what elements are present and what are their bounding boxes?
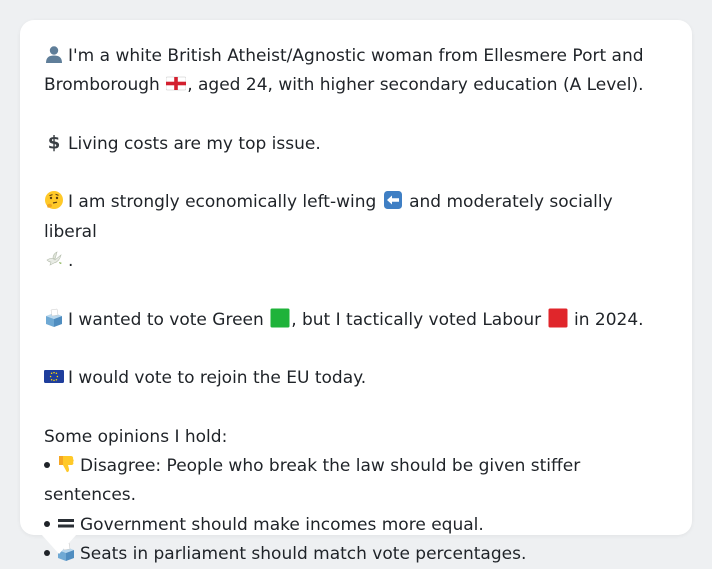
person-silhouette-icon xyxy=(46,46,62,63)
opinions-heading: Some opinions I hold: xyxy=(44,426,228,447)
opinion-text: Disagree: People who break the law shoul… xyxy=(44,456,581,506)
vote-paragraph: I wanted to vote Green , but I tacticall… xyxy=(44,306,668,335)
opinion-text: Seats in parliament should match vote pe… xyxy=(80,544,527,565)
ideology-text-a: I am strongly economically left-wing xyxy=(68,192,377,213)
opinion-text: Government should make incomes more equa… xyxy=(80,514,484,535)
red-square-icon xyxy=(548,308,568,328)
intro-text: I'm a white British Atheist/Agnostic wom… xyxy=(44,46,644,96)
dollar-sign-icon: $ xyxy=(48,132,61,152)
profile-card: I'm a white British Atheist/Agnostic wom… xyxy=(20,20,692,564)
opinion-item: Government should make incomes more equa… xyxy=(44,511,668,540)
eu-paragraph: I would vote to rejoin the EU today. xyxy=(44,364,668,393)
vote-text-c: in 2024. xyxy=(573,309,644,330)
vote-text-b: , but I tactically voted Labour xyxy=(291,309,542,330)
vote-text-a: I wanted to vote Green xyxy=(68,309,264,330)
eu-flag-icon xyxy=(44,370,64,384)
eu-text: I would vote to rejoin the EU today. xyxy=(68,368,367,389)
intro-paragraph: I'm a white British Atheist/Agnostic wom… xyxy=(44,42,668,101)
svg-text:$: $ xyxy=(48,132,61,152)
opinion-item: Seats in parliament should match vote pe… xyxy=(44,540,668,569)
thumbs-down-icon xyxy=(59,456,74,473)
bullet-dot xyxy=(44,462,50,469)
equals-icon xyxy=(58,518,74,528)
speech-bubble-tail xyxy=(41,534,77,554)
dove-icon xyxy=(46,251,62,266)
top-issue-paragraph: $ Living costs are my top issue. xyxy=(44,130,668,159)
opinion-item: Disagree: People who break the law shoul… xyxy=(44,452,668,511)
top-issue-text: Living costs are my top issue. xyxy=(68,133,321,154)
ballot-box-icon xyxy=(46,308,62,327)
ideology-paragraph: I am strongly economically left-wing and… xyxy=(44,188,668,276)
opinions-list: Disagree: People who break the law shoul… xyxy=(44,452,668,569)
green-square-icon xyxy=(270,308,290,328)
england-flag-icon xyxy=(166,76,187,91)
intro-rest: , aged 24, with higher secondary educati… xyxy=(187,75,644,96)
ideology-end: . xyxy=(68,251,74,272)
thinking-face-icon xyxy=(45,191,63,210)
left-arrow-icon xyxy=(383,191,402,210)
ideology-text-b: and moderately socially liberal xyxy=(44,192,613,242)
bullet-dot xyxy=(44,520,50,527)
